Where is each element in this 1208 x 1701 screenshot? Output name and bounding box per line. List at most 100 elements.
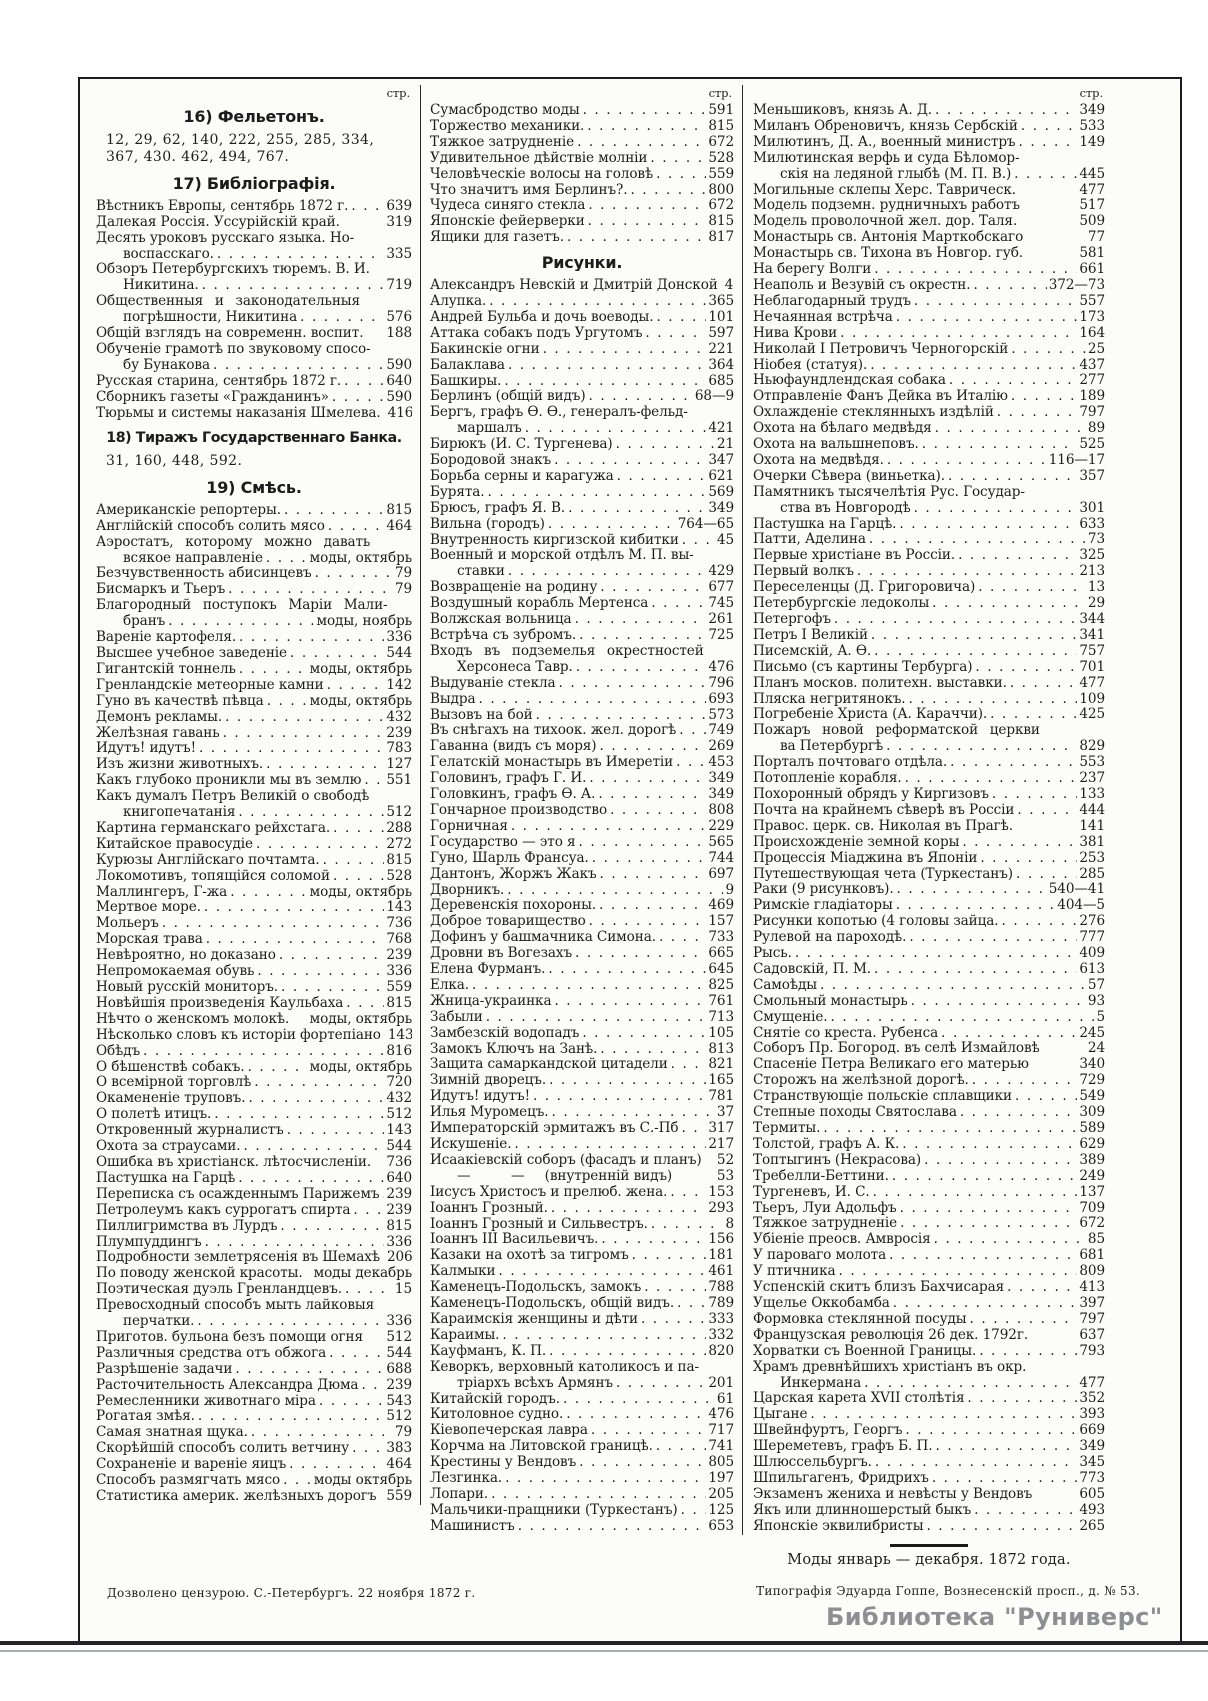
entry-title: Пиллигримства въ Лурдъ (96, 1218, 278, 1234)
entry-title: Благородный поступокъ Маріи Мали- (96, 598, 388, 614)
index-entry: Брюсъ, графъ Я. В. 349 (430, 501, 734, 517)
entry-page: 493 (1079, 1502, 1105, 1518)
index-entry: Гуно, Шарль Франсуа. 744 (430, 851, 734, 867)
entry-page: 213 (1079, 564, 1105, 580)
entry-title: Окамененіе труповъ. (96, 1091, 246, 1107)
dot-leader (957, 1105, 1078, 1121)
index-entry: Убіеніе преосв. Амвросія 85 (753, 1232, 1105, 1248)
dot-leader (264, 694, 308, 710)
dot-leader (613, 437, 715, 453)
index-entry: Какъ думалъ Петръ Великій о свободѣ (96, 789, 412, 805)
index-entry: Происхожденіе земной коры 381 (753, 835, 1105, 851)
entry-page: 621 (708, 468, 734, 484)
entry-title: Жница-украинка (430, 993, 552, 1009)
entry-page: 793 (1079, 1343, 1105, 1359)
entry-title: Шереметевъ, графъ Б. П. (753, 1439, 933, 1455)
entry-title: Исаакіевскій соборъ (фасадъ и планъ) (430, 1152, 702, 1168)
dot-leader (871, 644, 1077, 660)
entry-title: Доброе товарищество (430, 914, 586, 930)
entry-title: Цыгане (753, 1407, 808, 1423)
entry-title: Воздушный корабль Мертенса (430, 596, 649, 612)
entry-title: Встрѣча съ зубромъ. (430, 628, 577, 643)
entry-title: Что значитъ имя Берлинъ?. (430, 182, 628, 198)
dot-leader (165, 614, 314, 630)
entry-page: 777 (1079, 930, 1105, 946)
entry-page: 41 (724, 278, 734, 294)
entry-page: 528 (386, 868, 412, 884)
entry-page: 335 (386, 246, 412, 262)
index-entry: Пастушка на Гарцѣ. 633 (753, 517, 1105, 533)
entry-title: Убіеніе преосв. Амвросія (753, 1232, 931, 1248)
dot-leader (505, 564, 706, 580)
entry-page: 29 (1087, 596, 1105, 612)
entry-title: тріархъ всѣхъ Армянъ (457, 1375, 613, 1391)
entry-page: 741 (708, 1439, 734, 1455)
entry-page: 239 (386, 725, 412, 741)
entry-page: 333 (708, 1311, 734, 1327)
entry-title: Морская трава (96, 932, 203, 948)
dot-leader (836, 1264, 1078, 1280)
entry-page: 512 (386, 1409, 412, 1425)
entry-page: 781 (708, 1089, 734, 1105)
dot-leader (508, 819, 707, 835)
entry-title: Какъ думалъ Петръ Великій о свободѣ (96, 789, 370, 805)
dot-leader (276, 948, 385, 964)
index-entry: Сборникъ газеты «Гражданинъ» 590 (96, 390, 412, 406)
dot-leader (330, 869, 384, 885)
entry-page: 349 (708, 500, 734, 516)
dot-leader (584, 119, 706, 135)
entry-page: 285 (1079, 866, 1105, 882)
entry-title: Илья Муромецъ. (430, 1105, 549, 1121)
index-entry: Маллингеръ, Г-жа моды, октябрь (96, 885, 412, 901)
entry-page: 637 (1079, 1327, 1105, 1343)
entry-title: Охота за страусами. (96, 1139, 241, 1155)
index-entry: Горничная 229 (430, 819, 734, 835)
entry-page: 336 (386, 964, 412, 980)
dot-leader (883, 739, 1077, 755)
entry-page: 761 (708, 993, 734, 1009)
entry-page: 653 (708, 1518, 734, 1534)
entry-page: 409 (1079, 946, 1105, 962)
entry-page: моды, октябрь (309, 1011, 412, 1027)
dot-leader (642, 326, 706, 342)
index-entry: Илья Муромецъ. 37 (430, 1105, 734, 1121)
dot-leader (989, 787, 1077, 803)
entry-page: 142 (386, 677, 412, 693)
dot-leader (572, 946, 706, 962)
entry-title: Торжество механики. (430, 118, 585, 134)
dot-leader (820, 1121, 1077, 1137)
entry-page: 105 (708, 1025, 734, 1041)
library-watermark: Библиотека "Руниверс" (826, 1603, 1163, 1631)
index-entry: Желѣзная гавань 239 (96, 726, 412, 742)
entry-page: 349 (708, 771, 734, 787)
entry-page: 553 (1079, 755, 1105, 771)
index-entry: Крестины у Вендовъ 805 (430, 1455, 734, 1471)
entry-title: Алупка. (430, 293, 487, 309)
page-abbrev-label: стр. (1079, 86, 1104, 100)
index-entry: Бакинскіе огни 221 (430, 342, 734, 358)
dot-leader (586, 771, 706, 787)
entry-page: 381 (1079, 834, 1105, 850)
dot-leader (938, 1026, 1077, 1042)
entry-page: 825 (708, 977, 734, 993)
dot-leader (349, 1441, 384, 1457)
entry-page: 469 (708, 898, 734, 914)
entry-title: Гигантскій тоннель (96, 661, 236, 677)
index-entry: погрѣшности, Никитина 576 (96, 310, 412, 326)
index-entry: Ущелье Оккобамба 397 (753, 1296, 1105, 1312)
entry-title: Тургеневъ, И. С. (753, 1184, 870, 1200)
index-entry: Дровни въ Вогезахъ 665 (430, 946, 734, 962)
dot-leader (1012, 1089, 1077, 1105)
entry-page: 61 (716, 1391, 734, 1407)
index-entry: Степные походы Святослава 309 (753, 1105, 1105, 1121)
entry-title: Сумасбродство моды (430, 103, 580, 118)
dot-leader (263, 551, 308, 567)
entry-title: ва Петербургѣ (780, 739, 884, 755)
dot-leader (585, 198, 706, 214)
entry-page: 569 (708, 484, 734, 500)
index-entry: Петръ I Великій 341 (753, 628, 1105, 644)
dot-leader (588, 1423, 706, 1439)
entry-page: 512 (386, 1107, 412, 1123)
index-entry: — — (внутренній видъ) 53 (430, 1169, 734, 1185)
index-entry: Якъ или длинношерстый быкъ 493 (753, 1503, 1105, 1519)
